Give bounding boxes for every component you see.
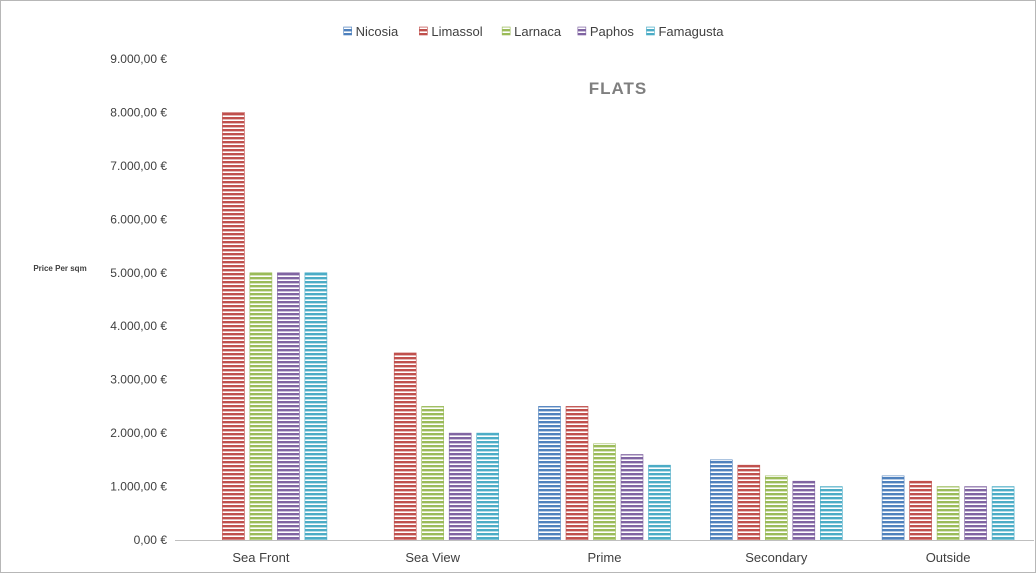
bar-famagusta-sea-view [476,432,500,541]
bar-nicosia-outside [881,475,905,541]
y-tick-label: 7.000,00 € [110,159,167,173]
bar-paphos-sea-front [277,272,300,541]
x-tick-label: Sea Front [232,550,289,565]
legend-label: Limassol [431,24,482,39]
bar-larnaca-outside [936,486,960,541]
bar-limassol-secondary [737,464,761,541]
bar-famagusta-secondary [819,486,843,541]
legend-item-famagusta: Famagusta [646,24,724,39]
x-tick-label: Sea View [405,550,460,565]
y-tick-label: 6.000,00 € [110,212,167,226]
legend-item-nicosia: Nicosia [343,24,399,39]
legend-swatch [343,26,352,36]
y-tick-label: 4.000,00 € [110,319,167,333]
y-tick-label: 2.000,00 € [110,426,167,440]
bars [222,112,1015,541]
bar-paphos-secondary [792,480,816,541]
legend-label: Paphos [590,24,635,39]
bar-famagusta-prime [648,464,671,541]
legend-label: Larnaca [514,24,562,39]
bar-limassol-sea-view [393,352,417,541]
legend-item-paphos: Paphos [577,24,635,39]
bar-limassol-prime [565,406,589,541]
bar-paphos-prime [620,454,644,541]
bar-famagusta-sea-front [304,272,328,541]
y-axis-label: Price Per sqm [33,264,86,273]
y-tick-label: 3.000,00 € [110,373,167,387]
bar-limassol-sea-front [222,112,245,541]
bar-larnaca-sea-view [421,406,445,541]
legend-swatch [577,26,587,36]
bar-paphos-sea-view [448,432,472,541]
bar-nicosia-secondary [709,459,733,541]
bar-famagusta-outside [991,486,1015,541]
bar-larnaca-secondary [764,475,788,541]
x-tick-label: Outside [926,550,971,565]
y-tick-label: 5.000,00 € [110,266,167,280]
legend-item-limassol: Limassol [419,24,483,39]
x-axis-ticks: Sea Front Sea View Prime Secondary Outside [232,550,970,565]
bar-limassol-outside [909,480,932,541]
legend-item-larnaca: Larnaca [501,24,562,39]
y-tick-label: 1.000,00 € [110,480,167,494]
bar-larnaca-sea-front [249,272,273,541]
legend-swatch [501,26,511,36]
legend-swatch [419,26,428,36]
y-tick-label: 0,00 € [134,533,168,547]
legend-label: Nicosia [356,24,399,39]
legend-label: Famagusta [658,24,724,39]
legend: Nicosia Limassol Larnaca Paphos Famagusta [343,24,724,39]
x-tick-label: Secondary [745,550,808,565]
bar-larnaca-prime [593,443,616,541]
y-tick-label: 8.000,00 € [110,105,167,119]
bar-paphos-outside [964,486,987,541]
y-tick-label: 9.000,00 € [110,52,167,66]
x-tick-label: Prime [588,550,622,565]
chart-title: FLATS [589,79,648,98]
legend-swatch [646,26,655,36]
bar-nicosia-prime [538,406,561,541]
y-axis-ticks: 0,00 € 1.000,00 € 2.000,00 € 3.000,00 € 4.00… [110,52,167,547]
